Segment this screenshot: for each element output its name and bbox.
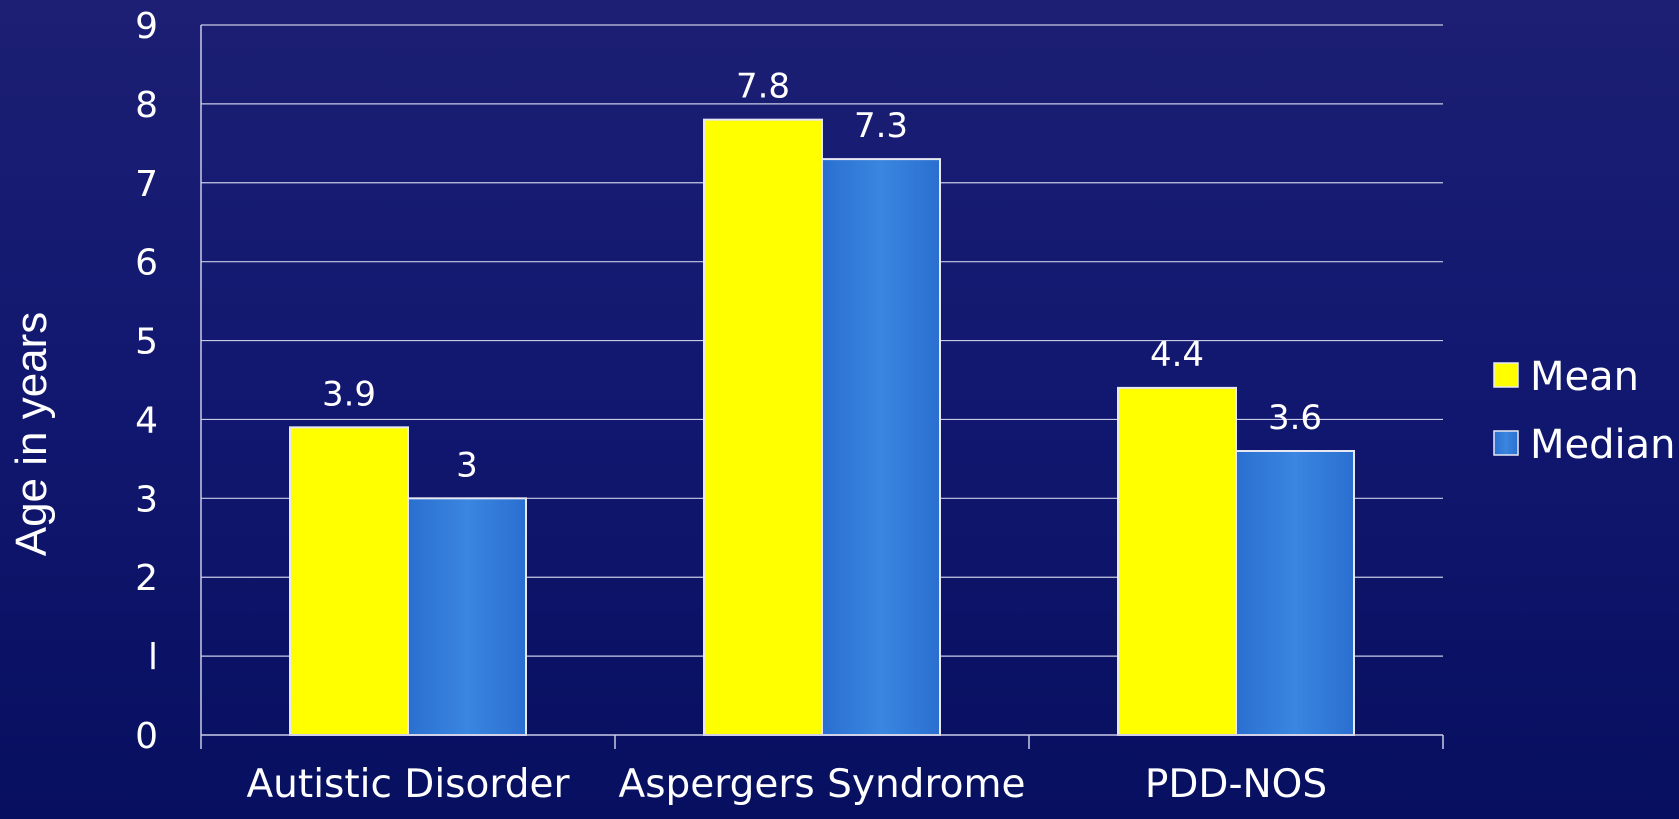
legend-swatch-median — [1493, 430, 1519, 456]
x-category-label: PDD-NOS — [1145, 762, 1327, 807]
y-tick-label: 6 — [135, 243, 158, 284]
y-tick-label: 0 — [135, 716, 158, 757]
legend: Mean Median — [1493, 354, 1676, 468]
data-label: 7.8 — [736, 67, 790, 107]
y-tick-label: 2 — [135, 558, 158, 599]
y-tick-label: 3 — [135, 479, 158, 520]
y-tick-label: l — [148, 637, 158, 678]
legend-label: Median — [1530, 422, 1676, 468]
data-label: 3 — [456, 445, 478, 485]
bar-mean — [1117, 386, 1237, 736]
bar-median — [1235, 450, 1355, 736]
x-category-label: Aspergers Syndrome — [619, 762, 1026, 807]
data-label: 7.3 — [854, 106, 908, 146]
bar-mean — [703, 118, 823, 736]
x-category-label: Autistic Disorder — [247, 762, 571, 807]
legend-label: Mean — [1530, 354, 1639, 400]
bars — [289, 118, 1355, 737]
bar-median — [407, 497, 527, 737]
data-label: 3.6 — [1268, 398, 1322, 438]
y-tick-label: 5 — [135, 322, 158, 363]
axes — [200, 25, 1444, 749]
y-axis-title: Age in years — [7, 312, 56, 557]
data-label: 3.9 — [322, 374, 376, 414]
bar-mean — [289, 426, 409, 736]
data-label: 4.4 — [1150, 335, 1204, 375]
legend-swatch-mean — [1493, 362, 1519, 388]
y-tick-label: 9 — [135, 6, 158, 47]
y-tick-label: 4 — [135, 400, 158, 441]
y-tick-label: 8 — [135, 85, 158, 126]
bar-median — [821, 158, 941, 737]
y-tick-label: 7 — [135, 164, 158, 205]
labels: 0 l 2 3 4 5 6 7 8 9 3.9 3 Autistic Disorder 7.8 7.3 Asp… — [135, 6, 1327, 807]
